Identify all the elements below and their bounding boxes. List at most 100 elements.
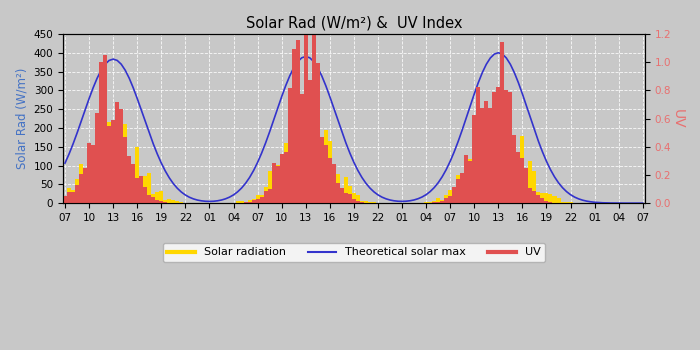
Bar (99, 62, 103, 203)
Bar (468, 159, 472, 203)
Bar (71, 193, 75, 203)
Bar (235, 201, 239, 203)
Bar (473, 166, 476, 203)
Bar (147, 195, 151, 203)
Bar (432, 202, 436, 203)
Bar (127, 155, 131, 203)
Bar (328, 141, 332, 203)
Bar (473, 114, 476, 203)
Bar (155, 191, 160, 203)
Bar (440, 201, 444, 203)
Bar (83, 172, 87, 203)
Bar (436, 202, 440, 203)
Title: Solar Rad (W/m²) &  UV Index: Solar Rad (W/m²) & UV Index (246, 15, 462, 30)
Bar (340, 195, 344, 203)
Bar (448, 196, 452, 203)
Bar (545, 193, 549, 203)
Bar (280, 154, 284, 203)
Bar (71, 190, 75, 203)
Bar (280, 160, 284, 203)
Bar (364, 201, 368, 203)
Bar (79, 174, 83, 203)
Bar (244, 202, 248, 203)
Bar (324, 130, 328, 203)
Bar (163, 202, 167, 203)
Bar (264, 187, 267, 203)
Bar (545, 201, 549, 203)
Bar (480, 165, 484, 203)
Bar (260, 195, 264, 203)
Bar (452, 187, 456, 203)
Y-axis label: Solar Rad (W/m²): Solar Rad (W/m²) (15, 68, 28, 169)
Bar (552, 196, 557, 203)
Bar (528, 188, 533, 203)
Bar (533, 171, 536, 203)
Bar (160, 202, 163, 203)
Bar (508, 145, 512, 203)
Bar (276, 164, 280, 203)
Bar (356, 201, 360, 203)
Bar (524, 168, 528, 203)
Bar (260, 197, 264, 203)
Bar (540, 198, 545, 203)
Bar (163, 200, 167, 203)
Bar (352, 199, 356, 203)
Bar (300, 94, 304, 203)
Bar (139, 175, 144, 203)
Bar (344, 193, 348, 203)
Bar (444, 195, 448, 203)
Bar (107, 122, 111, 203)
Bar (324, 145, 328, 203)
Bar (75, 178, 79, 203)
Bar (267, 171, 272, 203)
Bar (151, 197, 155, 203)
Bar (536, 195, 540, 203)
Bar (292, 129, 295, 203)
Bar (549, 202, 552, 203)
Bar (284, 152, 288, 203)
Bar (428, 202, 432, 203)
Bar (288, 88, 292, 203)
Bar (484, 110, 489, 203)
Bar (436, 198, 440, 203)
Bar (520, 158, 524, 203)
Bar (344, 177, 348, 203)
Bar (284, 144, 288, 203)
Bar (179, 202, 183, 203)
Bar (460, 177, 464, 203)
Bar (144, 176, 147, 203)
Bar (549, 194, 552, 203)
Bar (508, 91, 512, 203)
Bar (424, 202, 428, 203)
Bar (464, 175, 468, 203)
Bar (139, 192, 144, 203)
Bar (496, 87, 500, 203)
Bar (251, 200, 256, 203)
Bar (276, 166, 280, 203)
Bar (111, 154, 116, 203)
Bar (348, 186, 352, 203)
Bar (147, 173, 151, 203)
Bar (517, 152, 520, 203)
Y-axis label: UV: UV (671, 109, 685, 128)
Bar (304, 31, 308, 203)
Bar (456, 179, 460, 203)
Bar (155, 200, 160, 203)
Bar (167, 199, 172, 203)
Bar (332, 164, 336, 203)
Bar (248, 202, 251, 203)
Bar (103, 135, 107, 203)
Legend: Solar radiation, Theoretical solar max, UV: Solar radiation, Theoretical solar max, … (163, 243, 545, 262)
Bar (256, 195, 260, 203)
Bar (160, 191, 163, 203)
Bar (83, 168, 87, 203)
Bar (288, 182, 292, 203)
Bar (504, 113, 508, 203)
Bar (151, 194, 155, 203)
Bar (135, 178, 139, 203)
Bar (172, 200, 176, 203)
Bar (119, 163, 123, 203)
Bar (568, 202, 573, 203)
Bar (87, 143, 91, 203)
Bar (320, 137, 324, 203)
